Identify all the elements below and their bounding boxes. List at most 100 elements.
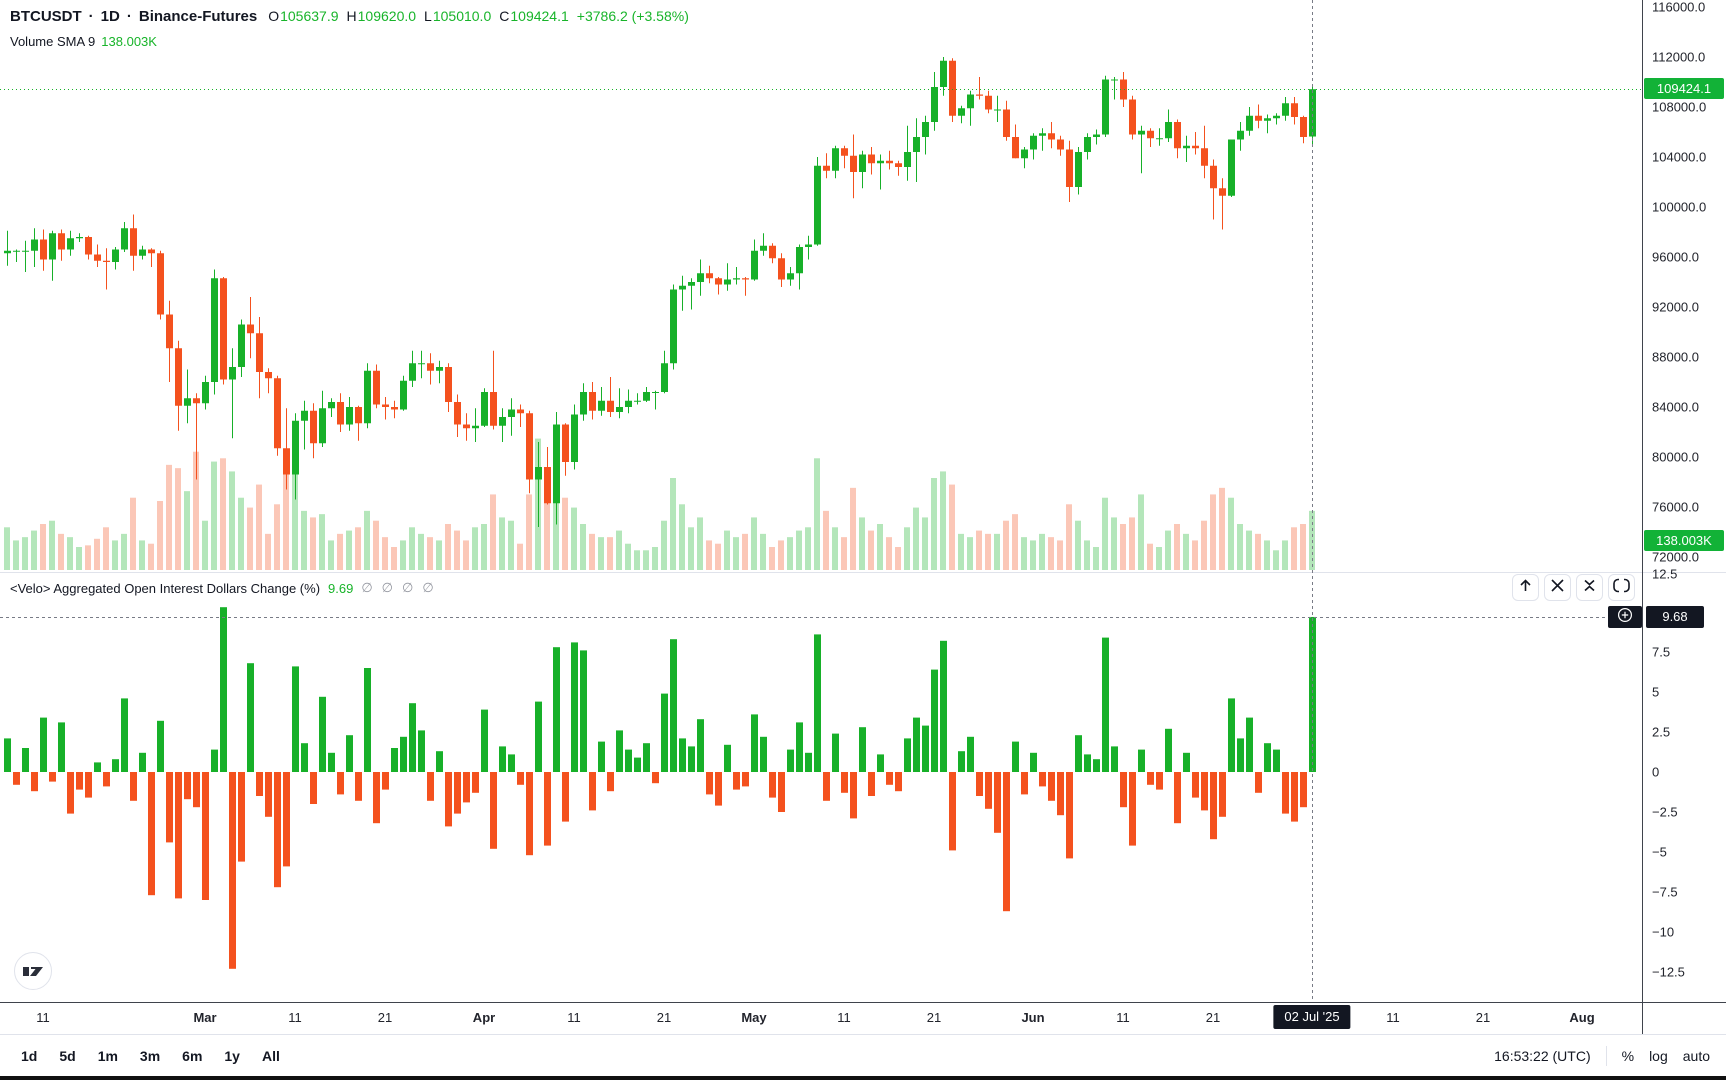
separator-dot: · bbox=[126, 8, 132, 25]
range-button-5d[interactable]: 5d bbox=[59, 1047, 76, 1064]
volume-bar bbox=[1102, 497, 1108, 570]
volume-bar bbox=[967, 537, 973, 570]
oi-bar bbox=[1219, 772, 1226, 817]
volume-bar bbox=[832, 527, 838, 570]
range-button-3m[interactable]: 3m bbox=[139, 1047, 161, 1064]
candle bbox=[355, 405, 362, 441]
candle bbox=[1219, 178, 1226, 230]
oi-bar bbox=[715, 772, 722, 806]
volume-bar bbox=[904, 527, 910, 570]
candle bbox=[229, 348, 236, 439]
oi-bar bbox=[859, 727, 866, 772]
volume-bar bbox=[94, 538, 100, 570]
volume-bar bbox=[1021, 537, 1027, 570]
candle bbox=[697, 259, 704, 296]
oi-bar bbox=[904, 738, 911, 772]
oi-bar bbox=[247, 663, 254, 772]
volume-sma-badge: 138.003K bbox=[1644, 530, 1724, 551]
candle bbox=[877, 154, 884, 190]
volume-bar bbox=[1210, 494, 1216, 570]
candle bbox=[580, 383, 587, 421]
candle bbox=[319, 390, 326, 447]
volume-bar bbox=[1219, 487, 1225, 570]
axis-label: −7.5 bbox=[1652, 884, 1678, 900]
indicator-title[interactable]: <Velo> Aggregated Open Interest Dollars … bbox=[10, 580, 321, 596]
candle bbox=[31, 228, 38, 267]
volume-bar bbox=[31, 530, 37, 570]
oi-bar bbox=[1030, 752, 1037, 772]
crosshair-plus-button[interactable] bbox=[1608, 606, 1642, 628]
oi-bar bbox=[616, 730, 623, 772]
candle bbox=[463, 413, 470, 441]
clock[interactable]: 16:53:22 (UTC) bbox=[1494, 1047, 1591, 1064]
oi-bar bbox=[994, 772, 1001, 833]
exchange-label[interactable]: Binance-Futures bbox=[138, 8, 258, 25]
oi-bar bbox=[526, 772, 533, 856]
oi-bar bbox=[841, 772, 848, 793]
candle bbox=[508, 398, 515, 436]
oi-bar bbox=[175, 772, 182, 899]
range-button-1d[interactable]: 1d bbox=[21, 1047, 38, 1064]
volume-sma-label[interactable]: Volume SMA 9 bbox=[10, 34, 96, 49]
volume-bar bbox=[1156, 547, 1162, 570]
volume-bar bbox=[652, 547, 658, 570]
move-pane-up-button[interactable] bbox=[1512, 574, 1539, 601]
candle bbox=[130, 214, 137, 271]
range-button-6m[interactable]: 6m bbox=[182, 1047, 203, 1064]
empty-set-icon[interactable]: ∅ bbox=[361, 580, 373, 595]
oi-bar bbox=[76, 772, 83, 790]
candle bbox=[382, 397, 389, 420]
volume-bar bbox=[1030, 540, 1036, 570]
volume-bar bbox=[895, 547, 901, 570]
candle bbox=[184, 369, 191, 424]
empty-set-icon[interactable]: ∅ bbox=[402, 580, 414, 595]
oi-bar bbox=[1246, 717, 1253, 772]
time-tick-label: Aug bbox=[1569, 1010, 1595, 1025]
log-scale-button[interactable]: log bbox=[1649, 1047, 1668, 1064]
tradingview-logo[interactable] bbox=[13, 951, 53, 996]
oi-bar bbox=[967, 736, 974, 772]
range-button-1y[interactable]: 1y bbox=[224, 1047, 240, 1064]
volume-bar bbox=[1129, 517, 1135, 570]
axis-label: 96000.0 bbox=[1652, 249, 1699, 265]
oi-bar bbox=[895, 772, 902, 792]
arrow-up-icon bbox=[1517, 577, 1534, 599]
interval-label[interactable]: 1D bbox=[100, 8, 120, 25]
volume-bar bbox=[913, 507, 919, 570]
oi-bar bbox=[1120, 772, 1127, 808]
close-pane-button[interactable] bbox=[1544, 574, 1571, 601]
volume-bar bbox=[427, 537, 433, 570]
candle bbox=[868, 147, 875, 175]
percent-scale-button[interactable]: % bbox=[1621, 1047, 1635, 1064]
oi-bar bbox=[130, 772, 137, 801]
symbol-name[interactable]: BTCUSDT bbox=[10, 8, 82, 25]
volume-bar bbox=[49, 520, 55, 570]
oi-bar bbox=[463, 772, 470, 803]
volume-bar bbox=[517, 543, 523, 570]
empty-set-icon[interactable]: ∅ bbox=[381, 580, 393, 595]
oi-bar bbox=[805, 752, 812, 772]
volume-bar bbox=[364, 510, 370, 570]
oi-bar bbox=[85, 772, 92, 798]
axis-label: 112000.0 bbox=[1652, 49, 1706, 65]
candle bbox=[1282, 97, 1289, 121]
auto-scale-button[interactable]: auto bbox=[1682, 1047, 1710, 1064]
volume-bar bbox=[337, 533, 343, 570]
empty-set-icon[interactable]: ∅ bbox=[422, 580, 434, 595]
collapse-pane-button[interactable] bbox=[1576, 574, 1603, 601]
oi-bar bbox=[1174, 772, 1181, 824]
candle bbox=[1003, 100, 1010, 141]
volume-bar bbox=[247, 507, 253, 570]
volume-bar bbox=[670, 478, 676, 570]
oi-bar bbox=[1273, 749, 1280, 772]
oi-bar bbox=[940, 640, 947, 772]
oi-bar bbox=[625, 749, 632, 772]
candle bbox=[652, 390, 659, 410]
oi-bar bbox=[823, 772, 830, 801]
candle bbox=[256, 317, 263, 399]
range-button-1m[interactable]: 1m bbox=[97, 1047, 118, 1064]
candle bbox=[1237, 122, 1244, 151]
range-button-all[interactable]: All bbox=[261, 1047, 280, 1064]
maximize-pane-button[interactable] bbox=[1608, 574, 1635, 601]
